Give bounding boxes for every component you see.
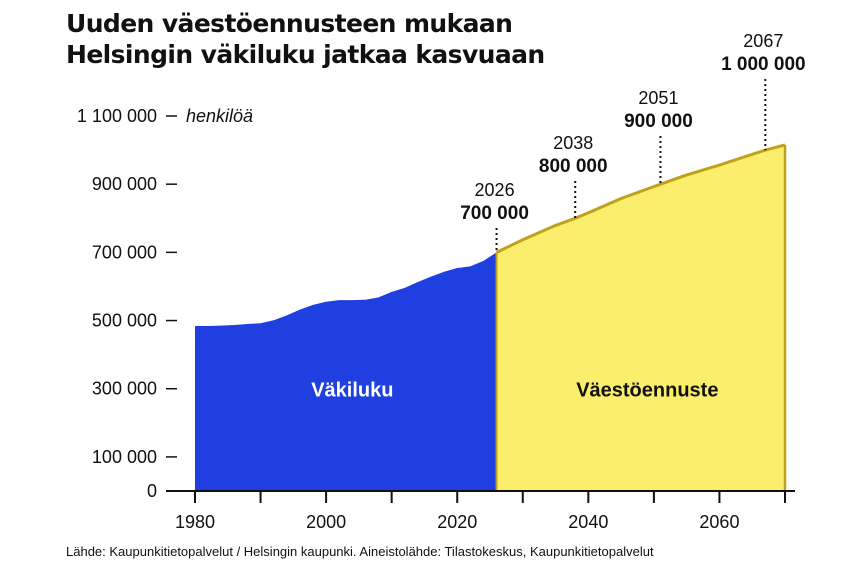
annotation-value-label: 800 000	[539, 156, 608, 177]
chart-title: Uuden väestöennusteen mukaan Helsingin v…	[66, 8, 545, 70]
y-tick-label: 0	[147, 481, 157, 501]
x-tick-label: 2060	[699, 512, 739, 532]
source-note: Lähde: Kaupunkitietopalvelut / Helsingin…	[66, 544, 654, 559]
chart-title-line-2: Helsingin väkiluku jatkaa kasvuaan	[66, 40, 545, 69]
x-tick-label: 1980	[175, 512, 215, 532]
y-tick-label: 1 100 000	[77, 106, 157, 126]
history-area	[195, 252, 497, 491]
series-label-forecast: Väestöennuste	[576, 380, 718, 402]
x-tick-label: 2020	[437, 512, 477, 532]
series-label-history: Väkiluku	[311, 380, 393, 402]
annotation-year-label: 2038	[553, 133, 593, 153]
forecast-top-line	[495, 143, 786, 254]
y-axis-unit-label: henkilöä	[186, 106, 253, 126]
y-tick-label: 700 000	[92, 242, 157, 262]
y-tick-label: 900 000	[92, 174, 157, 194]
annotation-year-label: 2067	[743, 31, 783, 51]
annotation-value-label: 700 000	[460, 203, 529, 224]
y-tick-label: 100 000	[92, 447, 157, 467]
y-tick-label: 500 000	[92, 311, 157, 331]
x-tick-label: 2040	[568, 512, 608, 532]
chart-title-line-1: Uuden väestöennusteen mukaan	[66, 9, 513, 38]
forecast-area	[496, 144, 785, 491]
annotation-value-label: 1 000 000	[721, 54, 806, 75]
annotation-year-label: 2051	[638, 88, 678, 108]
annotation-value-label: 900 000	[624, 111, 693, 132]
y-tick-label: 300 000	[92, 379, 157, 399]
annotation-year-label: 2026	[475, 180, 515, 200]
x-tick-label: 2000	[306, 512, 346, 532]
